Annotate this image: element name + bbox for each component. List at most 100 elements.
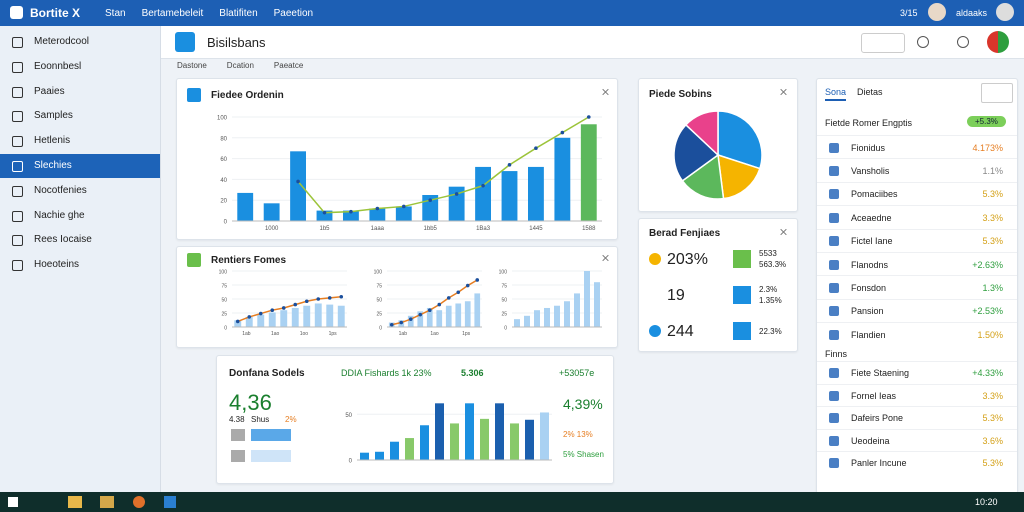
sidebar-label: Eoonnbesl — [34, 60, 82, 72]
x-tick-label: 1ao — [430, 331, 439, 337]
list-row[interactable]: Ueodeina 3.6% — [817, 428, 1017, 453]
list-value: 3.6% — [982, 435, 1003, 446]
section-title: Finns — [825, 349, 848, 359]
stat-swatch — [733, 322, 751, 340]
sidebar-label: Samples — [34, 110, 73, 122]
y-tick-label: 100 — [219, 270, 228, 276]
line-point — [247, 315, 252, 319]
bar — [534, 310, 540, 327]
taskbar-icon[interactable] — [164, 496, 176, 508]
top-bar: Bortite X Stan Bertamebeleit Blatifiten Pae… — [0, 0, 1024, 26]
list-row[interactable]: Panler Incune 5.3% — [817, 451, 1017, 475]
line-point — [375, 206, 380, 211]
sidebar-item[interactable]: Meterodcool — [0, 30, 160, 54]
nav-item[interactable]: Bertamebeleit — [141, 8, 204, 19]
icon-button[interactable] — [917, 36, 929, 48]
list-row[interactable]: Aceaedne 3.3% — [817, 205, 1017, 229]
list-row[interactable]: Fictel Iane 5.3% — [817, 228, 1017, 253]
list-name: Ueodeina — [851, 435, 890, 446]
nav-item[interactable]: Stan — [105, 8, 126, 19]
list-row[interactable]: Pomaciibes 5.3% — [817, 181, 1017, 206]
list-row[interactable]: Pansion +2.53% — [817, 298, 1017, 323]
list-icon — [829, 329, 839, 340]
panel-icon — [187, 253, 201, 267]
list-row[interactable]: Flandien 1.50% — [817, 322, 1017, 346]
line-point — [339, 294, 344, 299]
sidebar-label: Paaies — [34, 85, 65, 97]
line-point — [235, 319, 240, 324]
list-row[interactable]: Fornel Ieas 3.3% — [817, 383, 1017, 408]
bar — [343, 210, 359, 221]
button[interactable] — [861, 33, 905, 53]
sidebar-icon — [12, 37, 23, 48]
nav-item[interactable]: Paeetion — [273, 8, 314, 19]
sidebar-item[interactable]: Samples — [0, 104, 160, 128]
line-point — [446, 296, 451, 300]
list-icon — [829, 236, 839, 247]
dropdown[interactable] — [981, 83, 1013, 103]
bar — [436, 310, 443, 327]
list-row[interactable]: Fiete Staening +4.33% — [817, 361, 1017, 385]
x-tick-label: 1000 — [265, 226, 279, 232]
breadcrumb[interactable]: Dastone — [177, 61, 207, 70]
sidebar-item[interactable]: Nachie ghe — [0, 204, 160, 228]
sidebar-item[interactable]: Rees Iocaise — [0, 228, 160, 252]
taskbar-icon[interactable] — [100, 496, 114, 508]
stat-swatch — [733, 250, 751, 268]
bar — [420, 425, 429, 460]
bar — [291, 307, 299, 327]
avatar[interactable] — [987, 31, 1009, 53]
list-name: Aceaedne — [851, 212, 892, 223]
sidebar-item-active[interactable]: Slechies — [0, 154, 160, 178]
bar — [480, 418, 489, 460]
sidebar-item[interactable]: Hoeoteins — [0, 253, 160, 277]
line-point — [475, 278, 480, 282]
close[interactable] — [781, 229, 787, 235]
breadcrumb[interactable]: Paeatce — [273, 61, 304, 70]
bar — [474, 293, 481, 327]
breadcrumb[interactable]: Dcation — [226, 61, 254, 70]
bar — [390, 441, 399, 460]
list-row[interactable]: Fonsdon 1.3% — [817, 275, 1017, 299]
list-row[interactable]: Vansholis 1.1% — [817, 158, 1017, 182]
bar — [405, 438, 414, 460]
bar — [528, 166, 544, 221]
y-tick-label: 25 — [501, 312, 507, 318]
badge: +5.3% — [967, 116, 1006, 127]
sidebar-item[interactable]: Paaies — [0, 80, 160, 104]
list-icon — [829, 259, 839, 270]
progress — [251, 429, 291, 441]
y-tick-label: 100 — [217, 116, 228, 122]
bar — [524, 315, 530, 327]
list-row[interactable]: Dafeirs Pone 5.3% — [817, 406, 1017, 430]
tab[interactable]: Sona — [825, 87, 847, 101]
kpi-sub: Shus — [251, 415, 270, 424]
tab[interactable]: Dietas — [857, 87, 883, 97]
taskbar-icon[interactable] — [68, 496, 82, 508]
x-tick-label: 1b5 — [319, 226, 330, 232]
stat-swatch — [733, 286, 751, 304]
sidebar-item[interactable]: Nocotfenies — [0, 179, 160, 203]
y-tick-label: 50 — [501, 298, 507, 304]
bar — [514, 319, 520, 327]
sidebar-item[interactable]: Hetlenis — [0, 129, 160, 153]
stat-label: 563.3% — [759, 260, 787, 269]
icon-button[interactable] — [957, 36, 969, 48]
nav-item[interactable]: Blatifiten — [219, 8, 258, 19]
list-icon — [829, 189, 839, 200]
stat-dot — [649, 325, 661, 337]
list-name: Fiete Staening — [851, 368, 910, 379]
line-point — [456, 290, 461, 295]
sidebar-item[interactable]: Eoonnbesl — [0, 55, 160, 79]
stat-value: 244 — [667, 323, 694, 340]
line-point — [296, 179, 300, 184]
list-row[interactable]: Flanodns +2.63% — [817, 252, 1017, 276]
list-row[interactable]: Fionidus 4.173% — [817, 135, 1017, 159]
list-value: 3.3% — [982, 390, 1003, 401]
bar — [395, 206, 412, 221]
list-header: Fietde Romer Engptis — [825, 118, 913, 128]
taskbar-icon[interactable] — [133, 496, 145, 508]
y-tick-label: 0 — [224, 326, 227, 332]
avatar — [996, 3, 1014, 21]
start-button[interactable] — [8, 497, 18, 507]
